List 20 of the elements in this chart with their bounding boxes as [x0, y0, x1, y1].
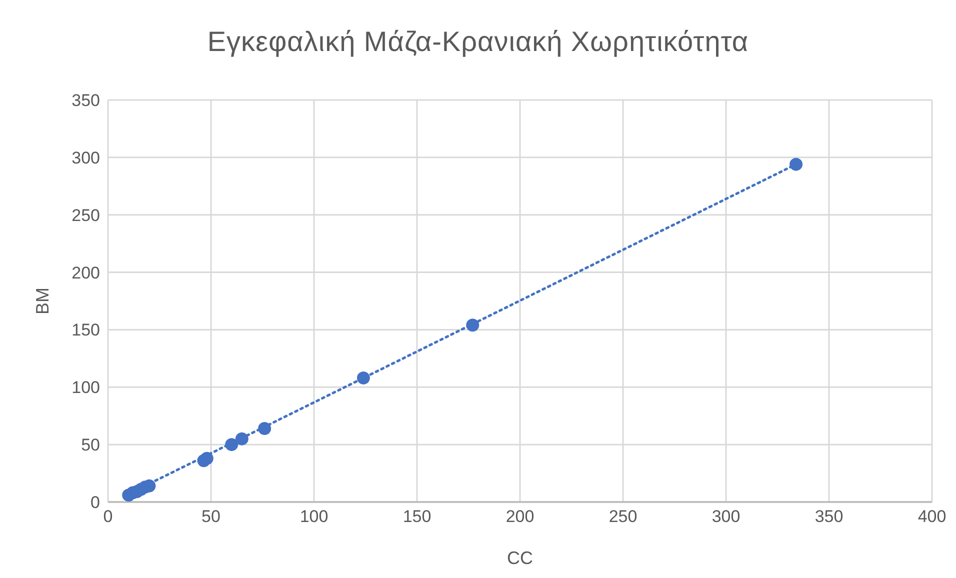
- x-tick-label: 50: [202, 507, 220, 526]
- y-tick-label: 150: [72, 320, 100, 340]
- y-tick-label: 300: [72, 148, 100, 168]
- x-tick-label: 250: [608, 507, 638, 526]
- x-tick-label: 300: [712, 507, 740, 526]
- y-tick-label: 100: [72, 378, 100, 398]
- x-tick-label: 350: [814, 507, 844, 526]
- y-tick-label: 0: [90, 493, 100, 512]
- y-axis-title: BM: [32, 288, 52, 314]
- y-tick-label: 250: [72, 206, 100, 225]
- chart-title: Εγκεφαλική Μάζα-Κρανιακή Χωρητικότητα: [206, 25, 750, 59]
- x-tick-label: 0: [103, 507, 113, 526]
- x-axis-title: CC: [507, 548, 533, 568]
- x-tick-label: 100: [300, 507, 328, 526]
- x-tick-label: 150: [402, 507, 432, 526]
- x-tick-label: 200: [506, 507, 534, 526]
- y-tick-label: 50: [81, 436, 100, 455]
- y-tick-label: 350: [72, 91, 100, 110]
- y-tick-label: 200: [72, 263, 100, 282]
- x-tick-label: 400: [918, 507, 946, 526]
